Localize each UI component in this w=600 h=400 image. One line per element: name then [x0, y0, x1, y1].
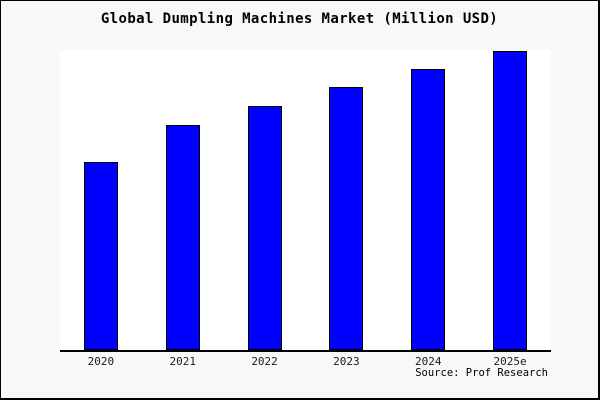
- bar-slot-2023: [305, 50, 387, 350]
- x-tick-label-2021: 2021: [169, 355, 196, 368]
- bar-2021: [165, 125, 200, 350]
- bar-slot-2025e: [469, 50, 551, 350]
- bar-2025e: [493, 51, 528, 350]
- bar-slot-2020: [60, 50, 142, 350]
- chart-title: Global Dumpling Machines Market (Million…: [100, 11, 499, 27]
- x-axis-labels: 2020 2021 2022 2023 2024 2025e: [60, 355, 551, 368]
- plot-area: [60, 50, 551, 352]
- source-caption: Source: Prof Research: [415, 367, 548, 379]
- x-tick-label-2020: 2020: [87, 355, 115, 368]
- bar-2022: [247, 106, 282, 350]
- bar-2023: [329, 87, 364, 350]
- bar-slot-2022: [224, 50, 306, 350]
- bars-row: [60, 50, 551, 350]
- bar-slot-2024: [387, 50, 469, 350]
- bar-slot-2021: [142, 50, 224, 350]
- x-tick-label-2023: 2023: [333, 355, 360, 368]
- x-tick-label-2024: 2024: [414, 355, 442, 368]
- bar-2020: [83, 162, 118, 350]
- x-tick-label-2022: 2022: [251, 355, 278, 368]
- x-tick-label-2025e: 2025e: [493, 355, 527, 368]
- bar-2024: [411, 69, 446, 350]
